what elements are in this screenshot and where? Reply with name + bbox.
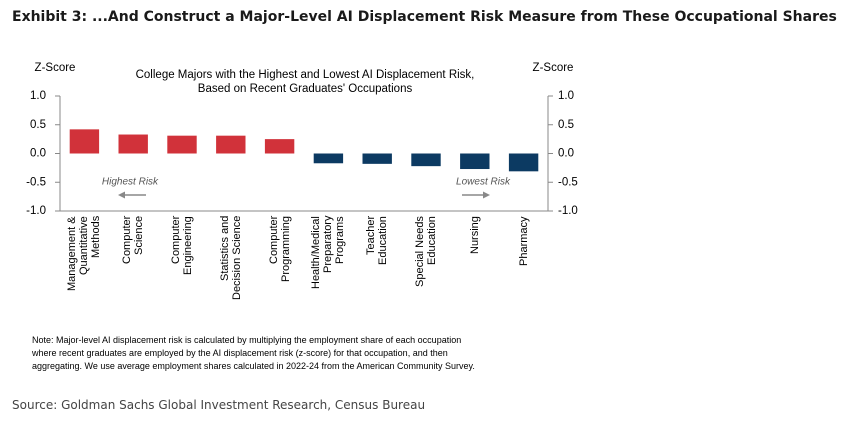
y-tick-label: 1.0 [30, 90, 46, 102]
bar [69, 129, 100, 154]
bar [362, 153, 392, 164]
x-tick-label: Computer Engineering [170, 216, 194, 275]
note: Note: Major-level AI displacement risk i… [32, 335, 475, 371]
x-tick-label: Teacher Education [365, 216, 390, 265]
bar [411, 153, 441, 167]
annotation: Lowest Risk [456, 177, 511, 188]
x-tick-label: Pharmacy [517, 216, 530, 266]
y2-tick-label: 1.0 [558, 90, 574, 102]
y-tick-label: 0.0 [30, 148, 46, 160]
chart-title: College Majors with the Highest and Lowe… [135, 69, 475, 95]
y2-tick-label: 0.0 [558, 148, 574, 160]
y2-tick-label: -1.0 [558, 205, 578, 217]
x-tick-label: Health/Medical Preparatory Programs [310, 216, 347, 289]
x-tick-label: Statistics and Decision Science [218, 216, 243, 301]
x-tick-label: Management & Quantitative Methods [66, 216, 103, 291]
y2-tick-label: 0.5 [558, 119, 574, 131]
bar [167, 135, 197, 154]
y-tick-label: -0.5 [26, 176, 46, 188]
source: Source: Goldman Sachs Global Investment … [12, 398, 426, 412]
y-tick-label: 0.5 [30, 119, 46, 131]
bar [460, 153, 490, 170]
bar [216, 135, 246, 154]
y-axis-title: Z-Score [35, 62, 76, 74]
bar [264, 139, 295, 154]
y2-axis-title: Z-Score [533, 62, 574, 74]
bar [508, 153, 539, 172]
y-tick-label: -1.0 [26, 205, 46, 217]
x-tick-label: Computer Science [121, 216, 146, 265]
annotation: Highest Risk [102, 177, 159, 188]
y2-tick-label: -0.5 [558, 176, 578, 188]
x-tick-label: Computer Programming [267, 216, 292, 283]
arrow-head [118, 191, 125, 199]
bar [313, 153, 344, 164]
exhibit-title: Exhibit 3: ...And Construct a Major-Leve… [12, 9, 837, 25]
x-tick-label: Nursing [468, 216, 481, 254]
arrow-head [483, 191, 490, 199]
bar [118, 134, 148, 154]
x-tick-label: Special Needs Education [414, 216, 438, 287]
